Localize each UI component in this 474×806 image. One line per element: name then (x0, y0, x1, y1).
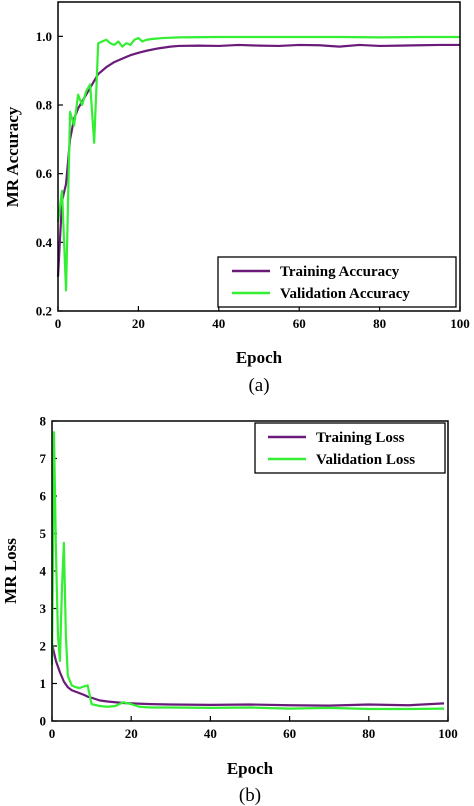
y-tick-label: 6 (40, 489, 47, 504)
loss-chart: 0 20 40 60 80 100 0 1 2 3 4 5 6 7 8 Training Loss Vali… (1, 414, 458, 806)
loss-legend-box (254, 422, 446, 474)
x-tick-label: 20 (125, 726, 138, 741)
x-tick-label: 60 (283, 726, 296, 741)
x-tick-label: 80 (362, 726, 375, 741)
y-tick-label: 1 (40, 676, 47, 691)
loss-legend: Training Loss Validation Loss (254, 422, 446, 474)
legend-label-training-accuracy: Training Accuracy (280, 264, 400, 280)
legend-label-validation-accuracy: Validation Accuracy (280, 286, 410, 302)
y-tick-label: 0 (40, 714, 47, 729)
loss-plot-frame (51, 420, 449, 722)
accuracy-plot-frame (57, 1, 461, 312)
series-line-validation-loss (50, 431, 445, 711)
x-tick-label: 40 (212, 316, 225, 331)
x-tick-label: 20 (132, 316, 145, 331)
accuracy-legend: Training Accuracy Validation Accuracy (217, 256, 457, 308)
y-tick-label: 8 (40, 414, 47, 429)
accuracy-y-axis-label: MR Accuracy (3, 106, 22, 207)
y-tick-label: 0.6 (36, 166, 53, 181)
series-line-validation-accuracy (56, 35, 460, 292)
panel-a-label: (a) (248, 375, 269, 396)
y-tick-label: 0.8 (36, 98, 53, 113)
x-tick-label: 0 (55, 316, 62, 331)
x-tick-label: 40 (204, 726, 217, 741)
y-tick-label: 4 (40, 564, 47, 579)
y-tick-label: 7 (40, 451, 47, 466)
series-line-training-accuracy (56, 43, 460, 277)
y-tick-label: 0.4 (36, 235, 53, 250)
x-tick-label: 0 (49, 726, 56, 741)
x-tick-label: 80 (373, 316, 386, 331)
y-tick-label: 1.0 (36, 29, 52, 44)
loss-x-axis-label: Epoch (227, 759, 274, 778)
x-tick-label: 100 (450, 316, 470, 331)
loss-ticks: 0 20 40 60 80 100 0 1 2 3 4 5 6 7 8 (40, 414, 458, 742)
y-tick-label: 5 (40, 526, 47, 541)
loss-series (50, 431, 445, 711)
accuracy-legend-box (217, 256, 457, 308)
accuracy-series (56, 35, 460, 292)
x-tick-label: 60 (293, 316, 306, 331)
accuracy-chart: 0 20 40 60 80 100 0.2 0.4 0.6 0.8 1.0 Training Acc… (3, 1, 470, 396)
y-tick-label: 0.2 (36, 304, 52, 319)
loss-y-axis-label: MR Loss (1, 538, 20, 604)
legend-label-training-loss: Training Loss (316, 430, 405, 446)
y-tick-label: 3 (40, 601, 47, 616)
panel-b-label: (b) (239, 785, 261, 806)
x-tick-label: 100 (438, 726, 458, 741)
legend-label-validation-loss: Validation Loss (316, 452, 415, 468)
y-tick-label: 2 (40, 639, 47, 654)
series-line-training-loss (50, 643, 445, 707)
accuracy-x-axis-label: Epoch (236, 348, 283, 367)
